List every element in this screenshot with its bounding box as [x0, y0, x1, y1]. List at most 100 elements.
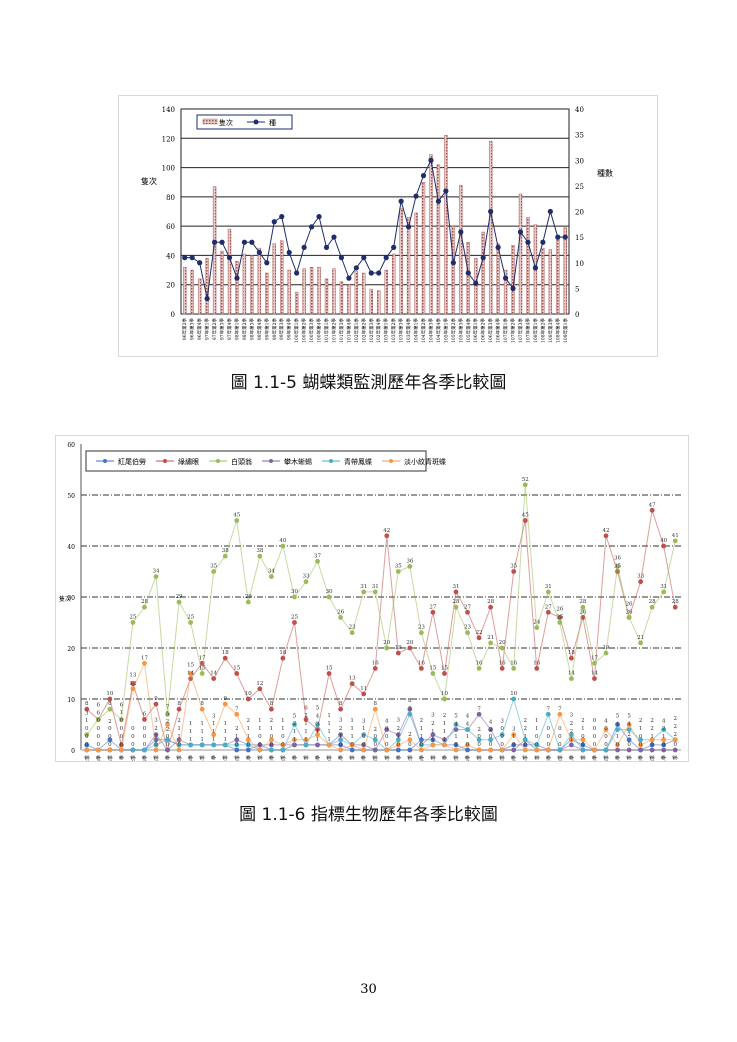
data-point: [268, 747, 274, 753]
data-point: [222, 701, 228, 707]
x-tick-label: 101年第3季: [326, 755, 333, 761]
bar: [242, 253, 247, 315]
species-point: [294, 270, 300, 276]
data-point: [280, 543, 286, 549]
data-point: [292, 722, 297, 727]
data-label: 8: [339, 701, 343, 707]
x-tick-label: 103年第4季: [405, 318, 412, 343]
data-point: [615, 722, 620, 727]
data-label: 1: [443, 729, 447, 735]
data-label: 34: [268, 569, 275, 575]
y-right-tick-label: 5: [575, 285, 579, 293]
x-tick-label: 105年第4季: [522, 755, 529, 761]
species-point: [197, 260, 203, 266]
data-point: [315, 742, 320, 748]
data-label: 0: [339, 742, 343, 748]
data-label: 3: [85, 711, 89, 717]
data-point: [372, 706, 378, 712]
data-point: [130, 620, 136, 625]
data-label: 3: [397, 718, 401, 724]
data-label: 4: [454, 722, 458, 728]
data-point: [361, 691, 367, 697]
species-point: [308, 224, 315, 230]
species-point: [323, 244, 330, 250]
y-left-tick-label: 80: [166, 194, 175, 202]
x-tick-label: 104年第1季: [441, 755, 448, 761]
data-label: 16: [476, 660, 483, 666]
data-label: 2: [443, 713, 447, 719]
data-point: [188, 671, 194, 676]
data-point: [338, 706, 344, 712]
data-label: 0: [500, 726, 504, 732]
data-label: 1: [281, 718, 285, 724]
bar: [347, 284, 351, 315]
x-tick-label: 97年第4季: [153, 755, 160, 761]
y-left-axis-label: 隻次: [141, 176, 157, 186]
species-point: [443, 188, 449, 194]
data-label: 0: [627, 742, 631, 748]
series-line: [86, 707, 676, 751]
data-label: 28: [579, 599, 586, 605]
x-tick-label: 109年第1季: [562, 318, 569, 343]
legend-box: [85, 450, 427, 472]
bar: [220, 250, 224, 315]
data-point: [188, 620, 194, 625]
y-right-tick-label: 15: [575, 234, 584, 242]
data-point: [315, 732, 320, 738]
species-point: [279, 214, 285, 220]
data-point: [442, 742, 447, 748]
x-tick-label: 108年第2季: [539, 318, 546, 343]
x-tick-label: 97年第2季: [130, 755, 137, 761]
bar: [391, 253, 396, 315]
data-label: 30: [291, 589, 298, 595]
data-point: [326, 594, 332, 600]
data-point: [211, 569, 217, 574]
data-point: [338, 747, 344, 753]
data-label: 4: [316, 714, 320, 720]
x-tick-label: 106年第4季: [568, 755, 575, 761]
data-label: 17: [141, 655, 148, 661]
data-label: 1: [512, 734, 516, 740]
data-label: 15: [199, 666, 206, 672]
data-label: 0: [639, 742, 643, 748]
species-point: [189, 255, 195, 261]
data-label: 1: [154, 734, 158, 740]
data-label: 3: [500, 719, 504, 725]
data-label: 27: [545, 604, 552, 610]
x-tick-label: 100年第4季: [291, 755, 298, 761]
data-label: 1: [247, 726, 251, 732]
data-point: [199, 742, 205, 748]
x-tick-label: 107年第3季: [517, 318, 524, 343]
bar: [227, 228, 232, 315]
data-point: [176, 599, 182, 605]
y-axis-label: 隻次: [59, 595, 71, 603]
data-label: 26: [626, 601, 633, 607]
data-label: 3: [431, 713, 435, 719]
data-label: 4: [385, 719, 389, 725]
data-label: 5: [316, 706, 320, 712]
data-point: [661, 737, 667, 743]
data-label: 29: [176, 594, 183, 600]
data-label: 0: [500, 742, 504, 748]
x-tick-label: 104年第2季: [453, 755, 460, 761]
y-left-tick-label: 20: [166, 282, 175, 290]
x-tick-label: 96年第2季: [84, 755, 91, 761]
bar: [280, 240, 284, 315]
data-label: 0: [120, 718, 124, 724]
bar: [309, 266, 314, 315]
data-label: 1: [327, 713, 331, 719]
data-point: [615, 742, 620, 748]
data-label: 14: [210, 671, 217, 677]
data-point: [95, 747, 101, 753]
data-point: [465, 742, 470, 748]
series-line: [86, 510, 676, 752]
data-label: 6: [97, 710, 101, 716]
data-label: 25: [291, 615, 298, 621]
species-point: [473, 280, 479, 286]
x-tick-label: 108年第3季: [547, 318, 554, 343]
data-point: [153, 701, 159, 707]
legend-marker: [216, 459, 220, 463]
data-label: 1: [120, 710, 124, 716]
data-label: 25: [129, 615, 136, 621]
y-right-tick-label: 10: [575, 260, 584, 268]
